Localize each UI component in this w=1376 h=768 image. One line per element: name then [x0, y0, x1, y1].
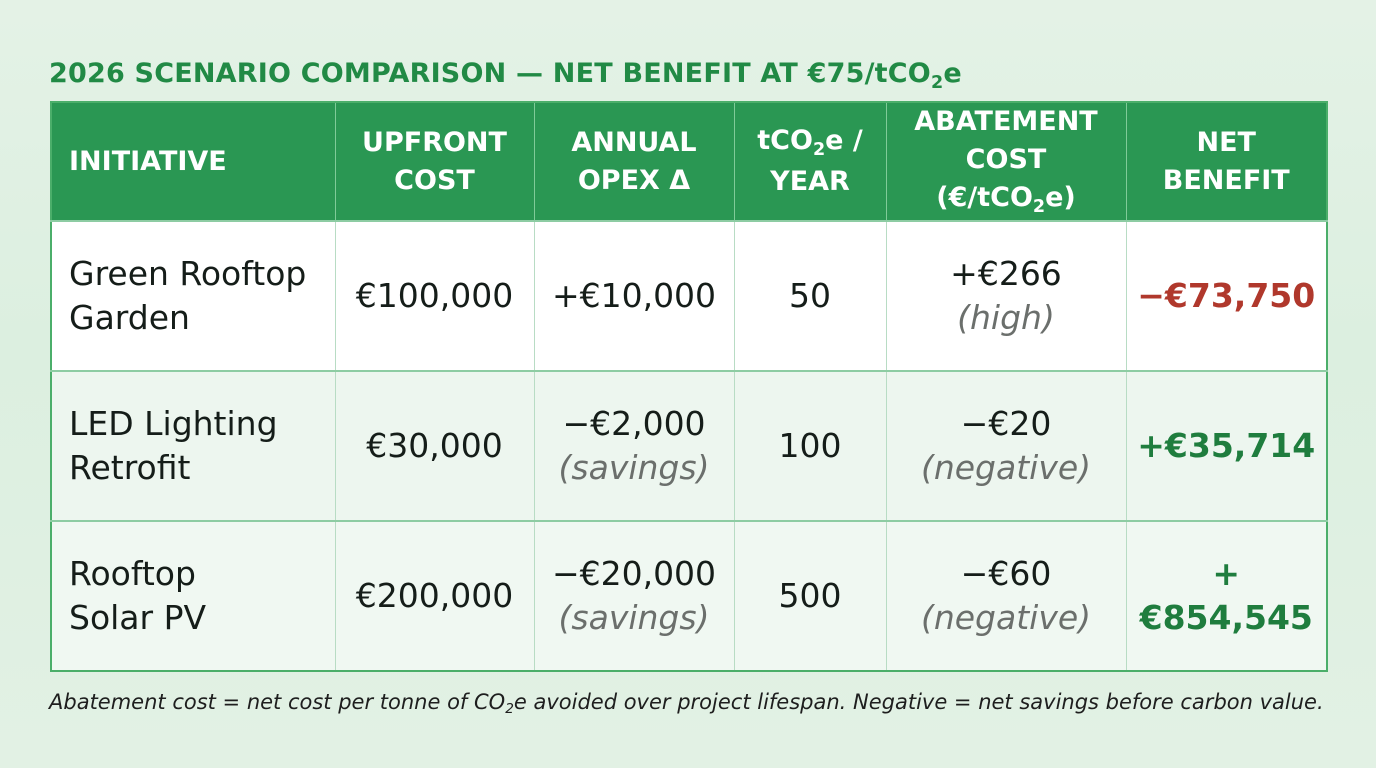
cell-net-benefit: −€73,750	[1125, 220, 1328, 371]
abatement-note: (negative)	[920, 598, 1092, 637]
abatement-note: (negative)	[920, 448, 1092, 487]
cell-tco2e-year: 500	[733, 520, 887, 671]
cell-annual-opex: −€2,000 (savings)	[533, 370, 735, 521]
header-tco2e-year: tCO2e / YEAR	[733, 102, 887, 221]
cell-initiative: Green Rooftop Garden	[50, 220, 336, 371]
title-subscript: 2	[930, 72, 944, 93]
cell-tco2e-year: 100	[733, 370, 887, 521]
table-row: LED Lighting Retrofit €30,000 −€2,000 (s…	[50, 370, 1328, 521]
abatement-value: +€266	[950, 254, 1062, 293]
cell-net-benefit: +€854,545	[1125, 520, 1328, 671]
header-initiative: INITIATIVE	[50, 102, 336, 221]
cell-net-benefit: +€35,714	[1125, 370, 1328, 521]
header-abatement-cost: ABATEMENT COST (€/tCO2e)	[885, 102, 1127, 221]
scenario-comparison-table: INITIATIVE UPFRONT COST ANNUAL OPEX Δ tC…	[50, 101, 1328, 672]
cell-abatement-cost: +€266 (high)	[885, 220, 1127, 371]
abatement-note: (high)	[957, 298, 1055, 337]
abatement-value: −€60	[960, 554, 1052, 593]
header-annual-opex: ANNUAL OPEX Δ	[533, 102, 735, 221]
abatement-value: −€20	[960, 404, 1052, 443]
table-header-row: INITIATIVE UPFRONT COST ANNUAL OPEX Δ tC…	[50, 102, 1328, 221]
opex-value: −€2,000	[562, 404, 706, 443]
opex-value: −€20,000	[551, 554, 717, 593]
footnote: Abatement cost = net cost per tonne of C…	[49, 690, 1324, 718]
page-title: 2026 SCENARIO COMPARISON — NET BENEFIT A…	[49, 58, 962, 93]
cell-upfront-cost: €100,000	[334, 220, 535, 371]
opex-note: (savings)	[558, 598, 710, 637]
cell-initiative: LED Lighting Retrofit	[50, 370, 336, 521]
cell-tco2e-year: 50	[733, 220, 887, 371]
cell-abatement-cost: −€20 (negative)	[885, 370, 1127, 521]
cell-annual-opex: −€20,000 (savings)	[533, 520, 735, 671]
table-row: Rooftop Solar PV €200,000 −€20,000 (savi…	[50, 520, 1328, 671]
header-upfront-cost: UPFRONT COST	[334, 102, 535, 221]
cell-abatement-cost: −€60 (negative)	[885, 520, 1127, 671]
table-row: Green Rooftop Garden €100,000 +€10,000 5…	[50, 220, 1328, 371]
title-text: 2026 SCENARIO COMPARISON — NET BENEFIT A…	[49, 58, 931, 90]
header-net-benefit: NET BENEFIT	[1125, 102, 1328, 221]
cell-initiative: Rooftop Solar PV	[50, 520, 336, 671]
cell-upfront-cost: €200,000	[334, 520, 535, 671]
cell-upfront-cost: €30,000	[334, 370, 535, 521]
opex-note: (savings)	[558, 448, 710, 487]
title-suffix: e	[943, 58, 962, 90]
cell-annual-opex: +€10,000	[533, 220, 735, 371]
